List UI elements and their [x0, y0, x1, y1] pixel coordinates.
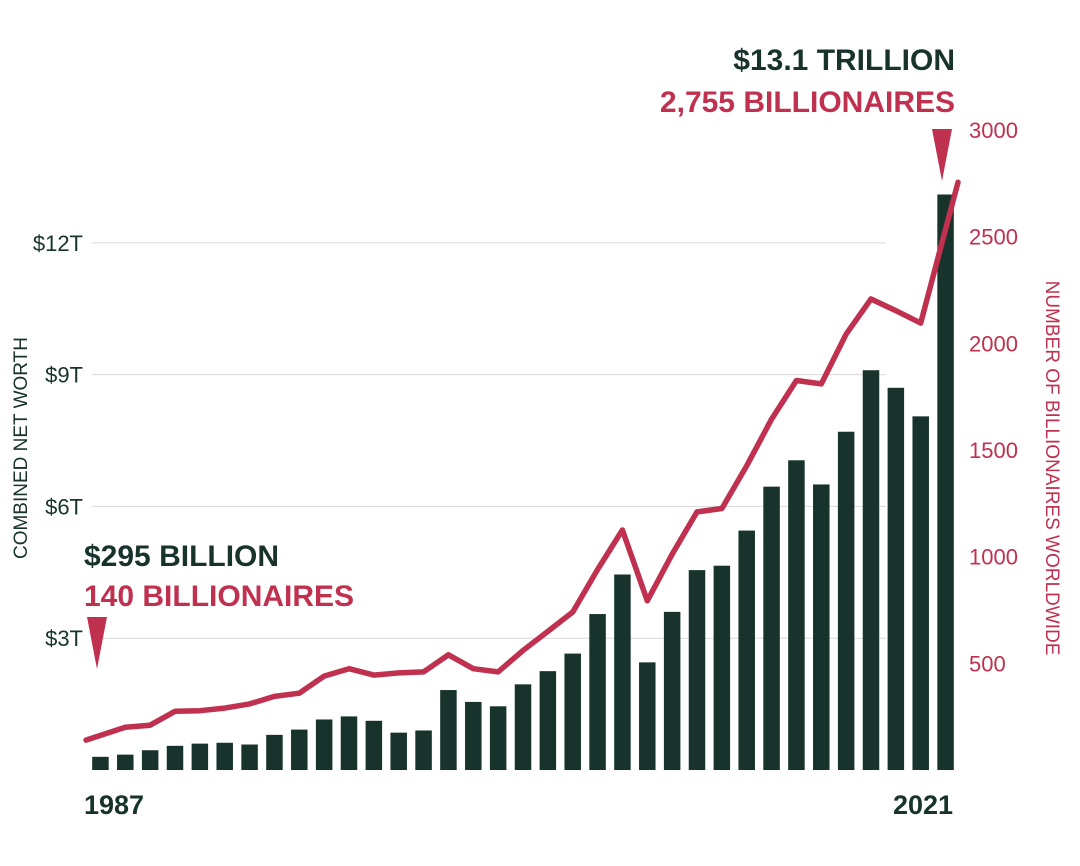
right-axis-ticks: 500 1000 1500 2000 2500 3000: [969, 118, 1018, 676]
bar: [117, 754, 134, 770]
bar: [788, 460, 805, 770]
right-axis-label: NUMBER OF BILLIONAIRES WORLDWIDE: [1041, 281, 1062, 656]
end-arrow-icon: [932, 129, 952, 181]
left-tick-label: $9T: [45, 363, 83, 388]
start-worth-annotation: $295 BILLION: [84, 540, 279, 573]
left-tick-label: $6T: [45, 494, 83, 519]
bar: [837, 431, 855, 770]
bar: [589, 614, 606, 770]
bar: [315, 719, 333, 770]
bar: [862, 370, 880, 770]
end-count-annotation: 2,755 BILLIONAIRES: [660, 86, 955, 119]
bar: [564, 653, 581, 770]
x-tick-start: 1987: [84, 790, 144, 820]
left-tick-label: $12T: [33, 231, 83, 256]
bar: [937, 194, 954, 771]
billionaires-line: [83, 179, 961, 743]
bar: [713, 565, 731, 770]
right-tick-label: 1500: [969, 438, 1018, 463]
start-arrow-icon: [87, 617, 107, 669]
bar: [887, 387, 905, 770]
bar: [241, 744, 258, 770]
bar: [365, 720, 383, 770]
bar: [191, 743, 209, 770]
bar: [216, 742, 233, 770]
bar: [465, 701, 482, 770]
bar: [489, 706, 507, 770]
bar: [266, 734, 283, 770]
bar: [340, 716, 358, 770]
bar: [390, 732, 407, 770]
bar: [539, 671, 557, 770]
x-tick-end: 2021: [893, 790, 953, 820]
bar: [415, 730, 432, 770]
left-axis-label: COMBINED NET WORTH: [11, 337, 32, 559]
right-tick-label: 2500: [969, 225, 1018, 250]
left-axis-ticks: $3T $6T $9T $12T: [33, 231, 83, 651]
bar: [639, 662, 656, 770]
bar: [763, 486, 780, 770]
right-tick-label: 2000: [969, 331, 1018, 356]
right-tick-label: 3000: [969, 118, 1018, 143]
bar: [688, 570, 706, 770]
bar: [514, 684, 532, 770]
right-tick-label: 1000: [969, 545, 1018, 570]
bar: [141, 750, 159, 770]
right-tick-label: 500: [969, 651, 1006, 676]
bar: [614, 574, 631, 770]
bar: [166, 745, 184, 770]
left-tick-label: $3T: [45, 626, 83, 651]
bar: [912, 416, 929, 770]
bar: [291, 729, 308, 770]
bar: [813, 484, 830, 770]
bar: [663, 611, 681, 770]
bar: [440, 690, 457, 770]
start-count-annotation: 140 BILLIONAIRES: [84, 580, 354, 613]
bars: [92, 194, 954, 771]
end-worth-annotation: $13.1 TRILLION: [733, 44, 955, 77]
bar: [738, 530, 755, 770]
bar: [92, 756, 109, 770]
